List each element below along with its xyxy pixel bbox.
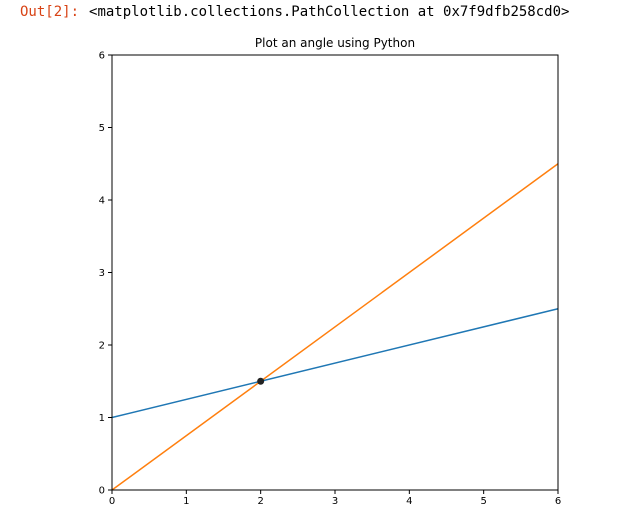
x-tick-label-1: 1 [183, 496, 189, 507]
y-tick-label-4: 4 [99, 196, 105, 207]
y-tick-label-0: 0 [99, 486, 105, 497]
series-line-2 [111, 163, 559, 491]
y-tick-label-2: 2 [99, 341, 105, 352]
x-tick-label-0: 0 [109, 496, 115, 507]
chart-title: Plot an angle using Python [254, 36, 416, 50]
output-prompt: Out[2]: [20, 4, 80, 20]
y-tick-label-5: 5 [99, 123, 105, 134]
scatter-point-1 [257, 377, 265, 385]
series-layer [111, 163, 559, 491]
plot-area [112, 55, 558, 490]
x-tick-label-3: 3 [332, 496, 338, 507]
x-tick-label-6: 6 [555, 496, 561, 507]
scatter-layer [257, 377, 265, 385]
x-tick-label-2: 2 [257, 496, 263, 507]
x-tick-label-4: 4 [406, 496, 412, 507]
output-text: <matplotlib.collections.PathCollection a… [89, 4, 570, 20]
y-tick-label-3: 3 [99, 268, 105, 279]
y-tick-label-6: 6 [99, 51, 105, 62]
y-tick-label-1: 1 [99, 413, 105, 424]
series-line-1 [111, 308, 559, 419]
y-axis: 0 1 2 3 4 5 6 [99, 51, 112, 497]
x-axis: 0 1 2 3 4 5 6 [109, 490, 561, 507]
x-tick-label-5: 5 [480, 496, 486, 507]
cell-output-row: Out[2]: <matplotlib.collections.PathColl… [20, 3, 569, 21]
